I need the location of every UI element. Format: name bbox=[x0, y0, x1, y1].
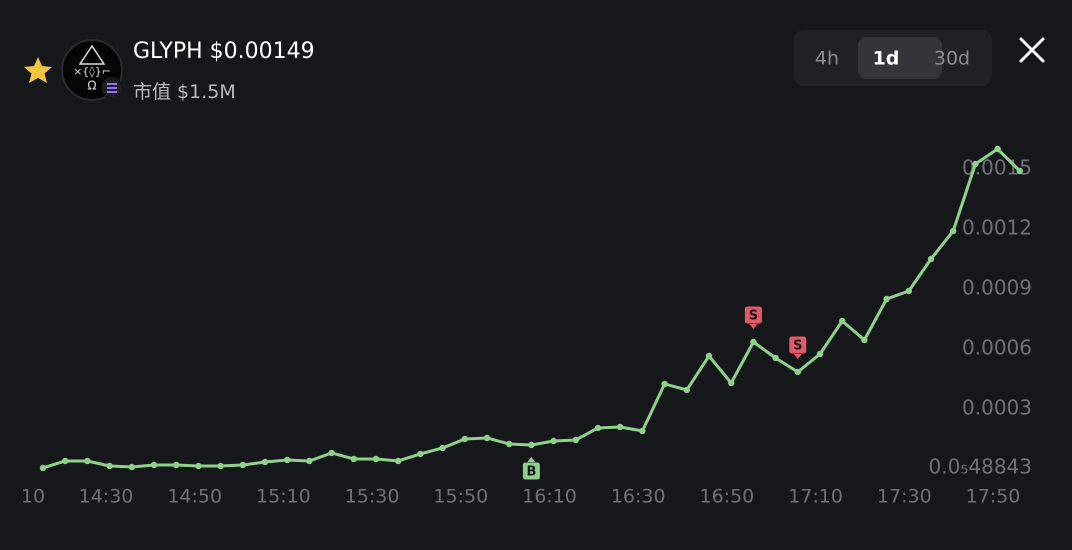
price-point bbox=[639, 427, 646, 435]
price-point bbox=[950, 227, 957, 235]
svg-text:×{◊}⌐: ×{◊}⌐ bbox=[73, 65, 111, 78]
marker-label: S bbox=[793, 338, 802, 353]
price-point bbox=[217, 462, 224, 470]
price-point bbox=[195, 462, 202, 470]
y-tick-label: 0.0009 bbox=[962, 275, 1032, 299]
timeframe-button[interactable]: 1d bbox=[873, 48, 900, 70]
close-button[interactable] bbox=[1019, 37, 1045, 63]
timeframe-button[interactable]: 30d bbox=[934, 48, 970, 70]
price-point bbox=[528, 441, 535, 449]
price-point bbox=[1016, 167, 1023, 175]
price-point bbox=[728, 379, 735, 387]
x-tick-label: 17:30 bbox=[877, 486, 932, 508]
token-title: GLYPH $0.00149 bbox=[133, 39, 315, 64]
price-point bbox=[772, 354, 779, 362]
price-point bbox=[683, 386, 690, 394]
x-tick-label: 17:10 bbox=[788, 486, 843, 508]
price-point bbox=[372, 455, 380, 463]
price-point bbox=[905, 287, 912, 295]
price-point bbox=[239, 461, 246, 469]
marker-label: S bbox=[749, 308, 758, 323]
price-point bbox=[61, 457, 69, 465]
price-point bbox=[972, 160, 979, 168]
price-point bbox=[794, 368, 801, 376]
price-point bbox=[328, 449, 335, 457]
x-tick-label: 15:30 bbox=[345, 486, 400, 508]
price-point bbox=[839, 317, 846, 325]
price-point bbox=[750, 338, 757, 346]
timeframe-button[interactable]: 4h bbox=[815, 48, 839, 70]
market-cap-value: $1.5M bbox=[177, 81, 236, 103]
price-point bbox=[106, 462, 113, 470]
market-cap: 市值 $1.5M bbox=[133, 81, 236, 103]
price-point bbox=[816, 350, 824, 358]
svg-text:Ω: Ω bbox=[87, 79, 96, 93]
timeframe-active-bg bbox=[858, 37, 942, 79]
x-tick-label: 17:50 bbox=[966, 486, 1021, 508]
price-point bbox=[994, 145, 1001, 153]
price-point bbox=[550, 437, 557, 445]
price-point bbox=[861, 336, 868, 344]
x-tick-label: 14:50 bbox=[167, 486, 222, 508]
x-tick-label: 16:30 bbox=[611, 486, 666, 508]
price-point bbox=[461, 435, 468, 443]
price-point bbox=[594, 424, 602, 432]
marker-pointer bbox=[793, 353, 802, 359]
x-tick-label: 16:50 bbox=[700, 486, 755, 508]
price-point bbox=[439, 444, 446, 452]
x-tick-label: 14:30 bbox=[79, 486, 134, 508]
marker-pointer bbox=[527, 456, 536, 462]
price-point bbox=[483, 434, 491, 442]
price-point bbox=[173, 461, 180, 469]
x-tick-label: 15:10 bbox=[256, 486, 311, 508]
marker-label: B bbox=[526, 464, 536, 479]
price-point bbox=[261, 458, 269, 466]
price-point bbox=[661, 380, 668, 388]
y-tick-label: 0.0006 bbox=[962, 335, 1032, 359]
price-point bbox=[572, 436, 579, 444]
price-point bbox=[705, 352, 713, 360]
market-cap-label: 市值 bbox=[133, 81, 171, 103]
price-point bbox=[395, 457, 402, 465]
token-avatar: ×{◊}⌐ Ω bbox=[61, 39, 123, 101]
y-tick-label: 0.0₅48843 bbox=[929, 455, 1032, 479]
price-point bbox=[617, 423, 624, 431]
price-point bbox=[927, 255, 935, 263]
price-point bbox=[150, 461, 158, 469]
price-point bbox=[128, 463, 135, 471]
x-tick-label: 16:10 bbox=[522, 486, 577, 508]
x-tick-label: 15:50 bbox=[433, 486, 488, 508]
price-point bbox=[883, 295, 890, 303]
favorite-star[interactable] bbox=[24, 57, 52, 83]
price-point bbox=[417, 450, 424, 458]
marker-pointer bbox=[749, 323, 758, 329]
price-point bbox=[84, 457, 91, 465]
x-tick-label: 10 bbox=[21, 486, 45, 508]
y-tick-label: 0.0003 bbox=[962, 395, 1032, 419]
price-point bbox=[284, 456, 291, 464]
y-tick-label: 0.0012 bbox=[962, 215, 1032, 239]
price-point bbox=[506, 440, 513, 448]
price-point bbox=[306, 457, 313, 465]
price-point bbox=[39, 464, 47, 472]
price-point bbox=[350, 455, 357, 463]
